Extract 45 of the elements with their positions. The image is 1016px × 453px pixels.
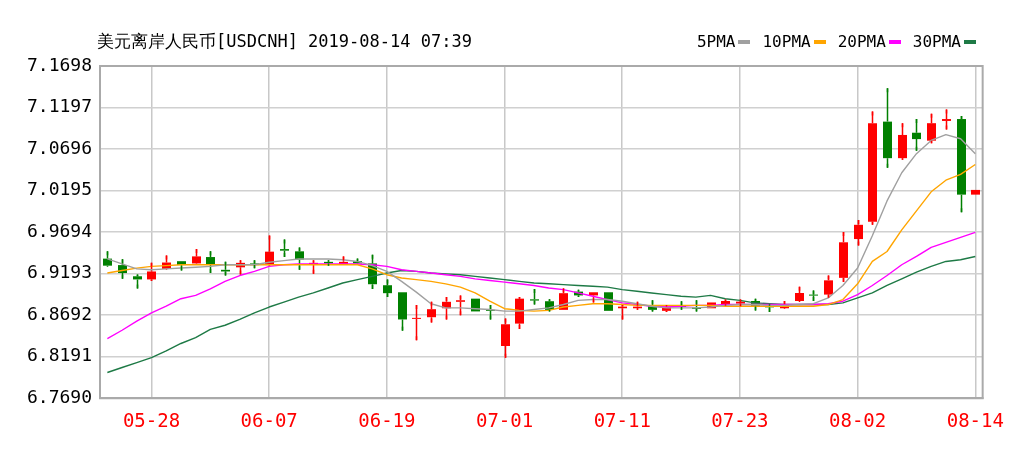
y-tick-label: 7.0696 bbox=[26, 136, 92, 158]
candlestick bbox=[912, 118, 921, 152]
y-tick-label: 6.8191 bbox=[26, 344, 92, 366]
candlestick bbox=[412, 304, 421, 342]
y-tick-label: 6.7690 bbox=[26, 385, 92, 407]
candlestick bbox=[839, 231, 848, 283]
y-tick-label: 6.9193 bbox=[26, 261, 92, 283]
legend-label: 30PMA bbox=[912, 32, 961, 51]
candlestick bbox=[927, 112, 936, 144]
candlestick bbox=[736, 298, 745, 308]
x-tick-label: 07-23 bbox=[711, 408, 769, 431]
chart-title: 美元离岸人民币[USDCNH] 2019-08-14 07:39 bbox=[97, 30, 472, 53]
candlestick bbox=[501, 317, 510, 359]
candlestick bbox=[942, 108, 951, 131]
candlestick bbox=[721, 298, 730, 307]
legend-label: 5PMA bbox=[696, 32, 736, 51]
candlestick bbox=[383, 278, 392, 298]
x-tick-label: 07-01 bbox=[475, 408, 534, 431]
x-tick-label: 06-07 bbox=[240, 408, 298, 431]
legend-label: 10PMA bbox=[762, 32, 811, 51]
y-tick-label: 7.0195 bbox=[26, 178, 92, 200]
candlestick bbox=[456, 294, 465, 317]
candlestick bbox=[530, 288, 539, 306]
y-tick-label: 6.8692 bbox=[26, 302, 92, 324]
candlestick bbox=[824, 274, 833, 299]
candlestick bbox=[427, 301, 436, 324]
x-tick-label: 08-02 bbox=[829, 408, 887, 431]
candlestick bbox=[515, 296, 524, 330]
candlestick bbox=[147, 262, 156, 282]
candlestick bbox=[868, 110, 877, 226]
x-tick-label: 08-14 bbox=[946, 408, 1004, 431]
y-tick-label: 7.1197 bbox=[26, 95, 92, 117]
legend-label: 20PMA bbox=[837, 32, 886, 51]
candlestick bbox=[280, 238, 289, 258]
candlestick bbox=[957, 115, 966, 213]
x-tick-label: 05-28 bbox=[122, 408, 181, 431]
candlestick bbox=[133, 273, 142, 290]
candlestick bbox=[809, 289, 818, 302]
x-tick-label: 07-11 bbox=[593, 408, 651, 431]
candlestick bbox=[898, 122, 907, 161]
y-tick-label: 7.1698 bbox=[26, 53, 92, 75]
y-tick-label: 6.9694 bbox=[26, 219, 92, 241]
x-tick-label: 06-19 bbox=[358, 408, 416, 431]
candlestick bbox=[854, 219, 863, 247]
candlestick bbox=[883, 87, 892, 169]
